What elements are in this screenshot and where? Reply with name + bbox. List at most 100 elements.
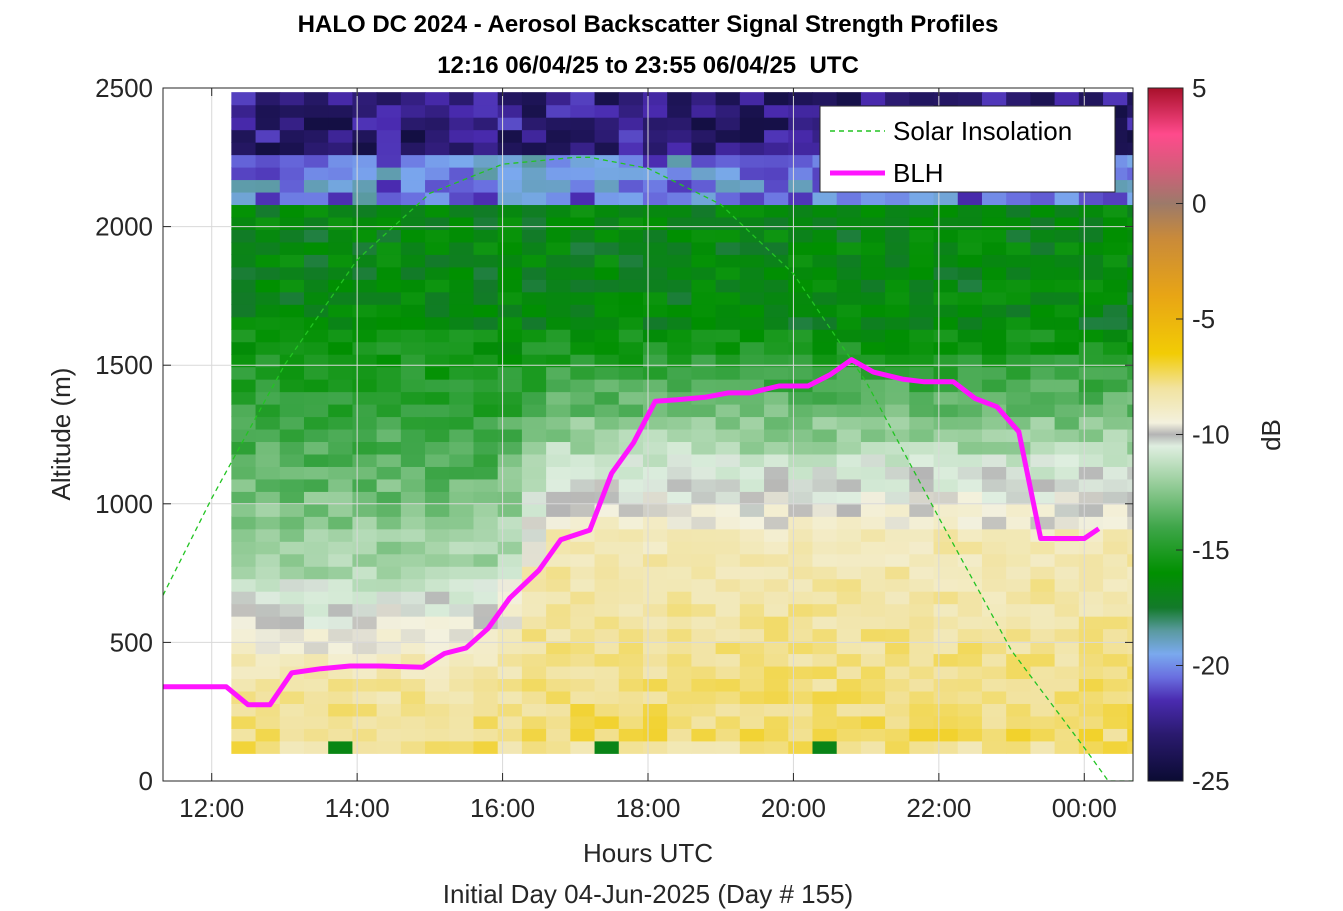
heatmap-cell [788, 341, 814, 355]
heatmap-cell [303, 266, 329, 280]
heatmap-cell [1054, 628, 1080, 642]
heatmap-cell [1030, 291, 1056, 305]
heatmap-cell [521, 478, 547, 492]
heatmap-cell [1127, 678, 1133, 692]
heatmap-cell [521, 191, 547, 206]
heatmap-cell [473, 503, 499, 517]
heatmap-cell [425, 503, 450, 517]
heatmap-cell [933, 266, 959, 280]
heatmap-cell [642, 503, 668, 517]
heatmap-cell [255, 254, 281, 268]
heatmap-cell [449, 266, 475, 280]
heatmap-cell [546, 616, 571, 630]
heatmap-cell [860, 541, 886, 555]
heatmap-cell [1030, 304, 1056, 318]
heatmap-cell [521, 715, 547, 729]
heatmap-cell [1006, 304, 1031, 318]
heatmap-cell [425, 104, 450, 118]
heatmap-cell [328, 341, 354, 355]
heatmap-cell [715, 516, 741, 530]
heatmap-cell [400, 715, 426, 729]
heatmap-cell [642, 416, 668, 430]
heatmap-cell [1127, 653, 1133, 667]
heatmap-cell [618, 503, 644, 517]
heatmap-cell [1006, 616, 1031, 630]
heatmap-cell [812, 229, 838, 243]
heatmap-cell [546, 603, 571, 617]
heatmap-cell [497, 703, 523, 717]
heatmap-cell [328, 541, 354, 555]
heatmap-cell [521, 179, 547, 193]
heatmap-cell [570, 453, 596, 467]
heatmap-cell [909, 478, 935, 492]
heatmap-cell [1103, 241, 1128, 255]
heatmap-cell [618, 491, 644, 505]
heatmap-cell [691, 254, 717, 268]
heatmap-cell [788, 566, 814, 580]
heatmap-cell [836, 678, 862, 692]
heatmap-cell [957, 678, 983, 692]
heatmap-cell [764, 404, 789, 418]
heatmap-cell [570, 466, 596, 480]
colorbar-tick-label: 5 [1192, 73, 1206, 103]
heatmap-cell [497, 266, 523, 280]
heatmap-cell [715, 441, 741, 455]
heatmap-cell [376, 204, 402, 218]
heatmap-cell [836, 541, 862, 555]
heatmap-cell [1078, 279, 1104, 293]
heatmap-cell [860, 379, 886, 393]
heatmap-cell [885, 354, 910, 368]
colorbar: 50-5-10-15-20-25 dB [1147, 73, 1286, 796]
heatmap-cell [1006, 216, 1031, 230]
heatmap-cell [885, 553, 910, 567]
heatmap-cell [570, 665, 596, 680]
heatmap-cell [594, 179, 620, 193]
heatmap-cell [909, 229, 935, 243]
heatmap-cell [957, 428, 983, 443]
heatmap-cell [376, 391, 402, 405]
heatmap-cell [255, 628, 281, 642]
heatmap-cell [1030, 354, 1056, 368]
heatmap-cell [691, 553, 717, 567]
heatmap-cell [231, 404, 257, 418]
heatmap-cell [860, 204, 886, 218]
heatmap-cell [836, 690, 862, 704]
heatmap-cell [1006, 241, 1031, 255]
heatmap-cell [909, 653, 935, 667]
heatmap-cell [1030, 628, 1056, 642]
heatmap-cell [764, 566, 789, 580]
heatmap-cell [425, 628, 450, 642]
heatmap-cell [400, 191, 426, 206]
heatmap-cell [328, 453, 354, 467]
heatmap-cell [1078, 653, 1104, 667]
x-tick-label: 20:00 [761, 793, 826, 823]
heatmap-cell [957, 329, 983, 343]
heatmap-cell [231, 528, 257, 542]
heatmap-cell [594, 254, 620, 268]
heatmap-cell [352, 279, 378, 293]
heatmap-cell [739, 241, 765, 255]
heatmap-cell [618, 653, 644, 667]
heatmap-cell [594, 715, 620, 729]
heatmap-cell [352, 553, 378, 567]
heatmap-cell [1127, 740, 1133, 754]
heatmap-cell [473, 354, 499, 368]
heatmap-cell [1030, 653, 1056, 667]
heatmap-cell [376, 241, 402, 255]
heatmap-cell [1103, 740, 1128, 754]
heatmap-cell [764, 541, 789, 555]
heatmap-cell [642, 366, 668, 380]
heatmap-cell [473, 304, 499, 318]
heatmap-cell [909, 641, 935, 655]
heatmap-cell [1030, 254, 1056, 268]
heatmap-cell [1127, 616, 1133, 630]
heatmap-cell [667, 266, 693, 280]
heatmap-cell [642, 329, 668, 343]
heatmap-cell [642, 541, 668, 555]
heatmap-cell [425, 179, 450, 193]
heatmap-cell [425, 316, 450, 330]
heatmap-cell [303, 728, 329, 742]
heatmap-cell [788, 329, 814, 343]
colorbar-tick-label: -20 [1192, 651, 1230, 681]
heatmap-cell [400, 516, 426, 530]
